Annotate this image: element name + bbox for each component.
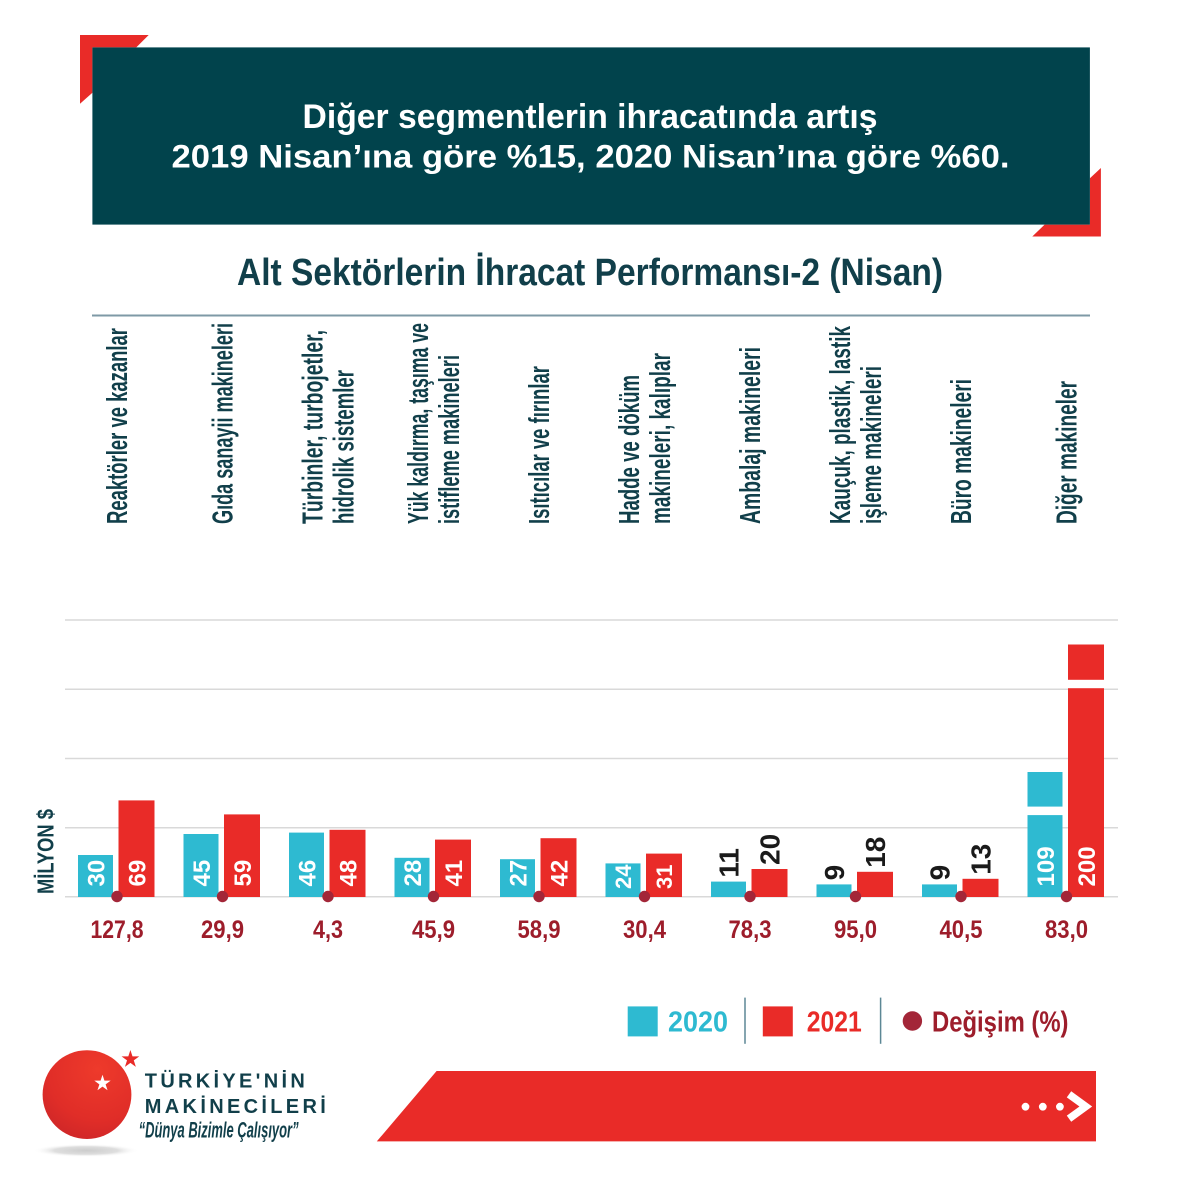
svg-text:“Dünya Bizimle Çalışıyor”: “Dünya Bizimle Çalışıyor” xyxy=(139,1118,299,1143)
svg-text:2021: 2021 xyxy=(807,1007,862,1039)
svg-text:Hadde ve döküm: Hadde ve döküm xyxy=(614,375,646,524)
svg-text:78,3: 78,3 xyxy=(729,916,772,944)
svg-text:200: 200 xyxy=(1074,846,1101,886)
svg-text:46: 46 xyxy=(294,860,321,887)
svg-text:Ambalaj makineleri: Ambalaj makineleri xyxy=(735,347,767,524)
svg-text:Diğer makineler: Diğer makineler xyxy=(1052,381,1084,524)
svg-text:58,9: 58,9 xyxy=(518,916,561,944)
svg-text:18: 18 xyxy=(860,837,891,868)
svg-text:42: 42 xyxy=(546,860,573,887)
svg-text:24: 24 xyxy=(611,864,636,889)
svg-text:Kauçuk, plastik, lastik: Kauçuk, plastik, lastik xyxy=(825,325,857,524)
svg-text:işleme makineleri: işleme makineleri xyxy=(856,366,888,524)
svg-text:Yük kaldırma, taşıma ve: Yük kaldırma, taşıma ve xyxy=(403,323,435,524)
svg-text:Isıtıcılar ve fırınlar: Isıtıcılar ve fırınlar xyxy=(524,366,556,524)
svg-text:Alt Sektörlerin İhracat Perfor: Alt Sektörlerin İhracat Performansı-2 (N… xyxy=(237,252,943,294)
svg-text:13: 13 xyxy=(966,844,997,875)
svg-text:Büro makineleri: Büro makineleri xyxy=(946,379,978,524)
svg-text:9: 9 xyxy=(925,865,956,881)
svg-text:40,5: 40,5 xyxy=(940,916,983,944)
svg-text:makineleri, kalıplar: makineleri, kalıplar xyxy=(645,353,677,524)
svg-text:83,0: 83,0 xyxy=(1045,916,1088,944)
svg-text:Diğer segmentlerin ihracatında: Diğer segmentlerin ihracatında artış xyxy=(303,98,878,136)
svg-text:TÜRKİYE'NİN: TÜRKİYE'NİN xyxy=(145,1070,305,1093)
svg-text:30: 30 xyxy=(83,860,110,887)
svg-text:45,9: 45,9 xyxy=(412,916,455,944)
svg-text:27: 27 xyxy=(505,860,532,887)
svg-text:9: 9 xyxy=(819,865,850,881)
svg-text:41: 41 xyxy=(441,860,468,887)
svg-text:hidrolik sistemler: hidrolik sistemler xyxy=(329,370,361,524)
svg-text:48: 48 xyxy=(335,860,362,887)
svg-text:istifleme makineleri: istifleme makineleri xyxy=(434,355,466,524)
svg-text:95,0: 95,0 xyxy=(834,916,877,944)
svg-text:69: 69 xyxy=(124,860,151,887)
svg-text:Gıda sanayii makineleri: Gıda sanayii makineleri xyxy=(208,323,240,524)
svg-text:2020: 2020 xyxy=(668,1007,728,1039)
svg-text:30,4: 30,4 xyxy=(623,916,666,944)
svg-text:Reaktörler ve kazanlar: Reaktörler ve kazanlar xyxy=(102,328,134,524)
svg-text:109: 109 xyxy=(1033,846,1060,886)
svg-text:28: 28 xyxy=(400,860,427,887)
svg-text:Değişim (%): Değişim (%) xyxy=(932,1007,1069,1039)
svg-text:Türbinler, turbojetler,: Türbinler, turbojetler, xyxy=(298,330,330,524)
svg-text:2019 Nisan’ına göre %15, 2020: 2019 Nisan’ına göre %15, 2020 Nisan’ına … xyxy=(172,139,1010,175)
svg-text:20: 20 xyxy=(755,834,786,865)
svg-text:45: 45 xyxy=(189,860,216,887)
svg-text:127,8: 127,8 xyxy=(91,916,144,944)
svg-text:MİLYON $: MİLYON $ xyxy=(33,809,59,894)
svg-text:29,9: 29,9 xyxy=(201,916,244,944)
svg-text:31: 31 xyxy=(652,865,677,889)
svg-text:11: 11 xyxy=(714,848,745,878)
svg-text:4,3: 4,3 xyxy=(313,916,343,944)
svg-text:59: 59 xyxy=(230,860,257,887)
svg-text:MAKİNECİLERİ: MAKİNECİLERİ xyxy=(145,1095,326,1118)
